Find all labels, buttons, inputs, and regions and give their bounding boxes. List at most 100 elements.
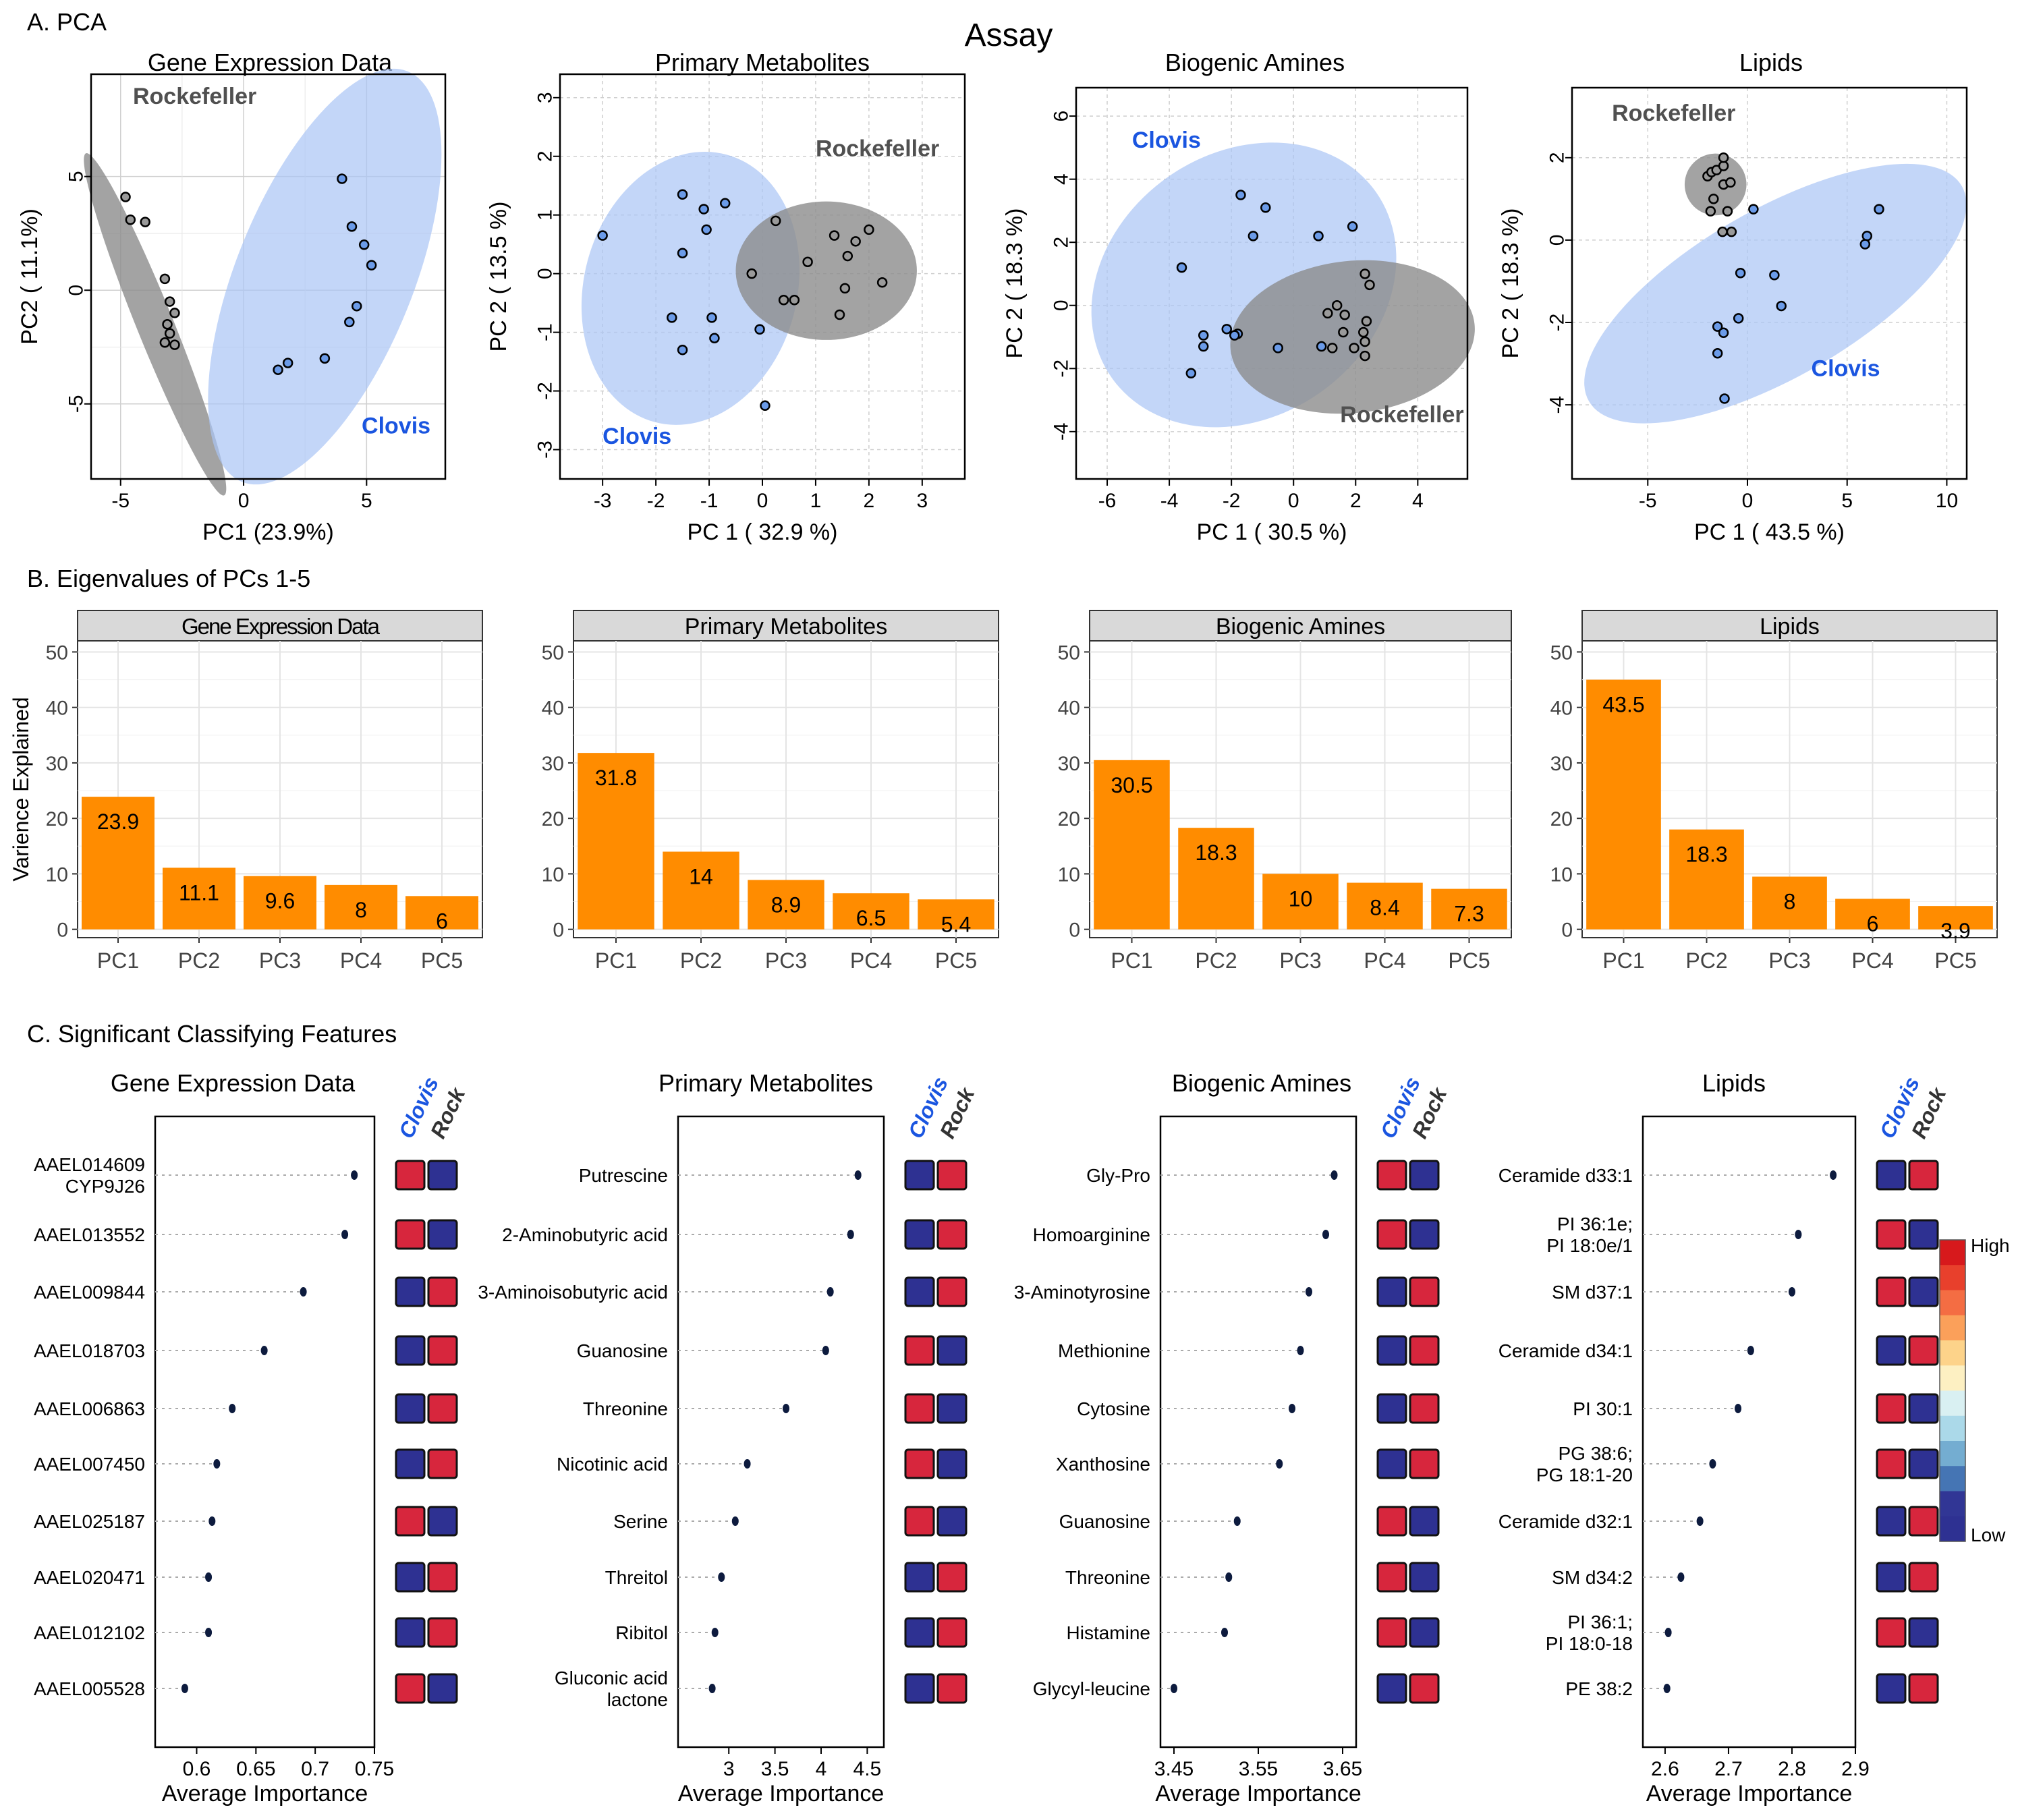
clovis-point [1176,262,1187,273]
y-tick-label: 1 [534,209,557,221]
x-tick-label: -1 [700,490,719,512]
tile-clovis [1376,1160,1407,1191]
eigen-primary-metabolites-chart: Primary Metabolites 31.8 PC1 14 PC2 8.9 PC3 6.5… [542,610,999,973]
x-tick-label: 0 [757,490,768,512]
x-tick-label: 4 [816,1758,827,1780]
x-axis-title: PC 1 ( 30.5 %) [1197,519,1347,545]
bar-pc3 [748,880,824,930]
x-tick-label: PC5 [1934,948,1976,973]
feature-label: PG 38:6; [1558,1443,1633,1464]
bar-pc1 [578,753,654,930]
x-tick-label: 5 [1841,490,1853,512]
legend-swatch [1940,1516,1965,1542]
clovis-point [1718,327,1729,339]
x-tick-label: 3.5 [761,1758,789,1780]
tile-clovis [1876,1617,1907,1648]
feature-label: AAEL014609 [34,1154,145,1175]
clovis-point [1776,300,1787,312]
y-tick-label: 30 [1550,753,1573,775]
bar-pc3 [244,876,316,930]
x-tick-label: PC3 [1768,948,1810,973]
tile-rock [1908,1335,1939,1366]
bar-value-label: 23.9 [97,809,139,834]
y-tick-label: 0 [1546,235,1569,246]
pca-biogenic-amines-plot: Biogenic Amines Clovis Rockefeller -6 -4 -2 0 2… [1002,49,1475,545]
rockefeller-point [159,337,171,348]
bar-value-label: 43.5 [1602,693,1644,717]
x-tick-label: PC4 [340,948,382,973]
clovis-label: Clovis [1812,356,1880,381]
x-tick-label: 3.65 [1323,1758,1362,1780]
rockefeller-point [1361,316,1372,326]
rockefeller-point [1339,310,1350,320]
y-tick-label: 2 [1050,237,1073,248]
x-tick-label: 5 [361,490,372,512]
importance-dot [1709,1459,1716,1469]
facet-strip [1581,610,1998,642]
clovis-point [1198,330,1209,341]
rockefeller-point [770,215,781,227]
feature-title: Primary Metabolites [658,1069,873,1097]
tile-rock [1908,1617,1939,1648]
tile-clovis [395,1562,426,1593]
x-tick-label: PC2 [178,948,220,973]
y-tick-label: -2 [1050,360,1073,378]
x-axis-title: Average Importance [1155,1781,1362,1807]
clovis-point [706,312,717,323]
importance-dot [708,1684,716,1693]
bar-value-label: 11.1 [179,880,219,905]
legend-swatch [1940,1340,1965,1366]
tile-clovis [1376,1506,1407,1537]
clovis-point [1748,204,1759,215]
clovis-point [366,260,377,271]
x-tick-label: PC1 [595,948,637,973]
feature-label: PI 18:0-18 [1546,1633,1633,1654]
tile-clovis [904,1160,935,1191]
rockefeller-label: Rockefeller [133,84,256,109]
bar-pc4 [325,884,397,930]
tile-clovis [1376,1673,1407,1704]
tile-rock [936,1393,968,1424]
rockefeller-point [746,268,757,279]
y-tick-label: -5 [65,395,88,413]
tile-clovis [1376,1393,1407,1424]
bar-value-label: 5.4 [941,912,971,936]
clovis-ellipse [581,151,800,425]
x-tick-label: 0.7 [301,1758,329,1780]
clovis-point [273,364,283,375]
plot-frame [677,1115,885,1748]
x-tick-label: 2 [864,490,875,512]
y-tick-label: 6 [1050,111,1073,122]
legend-swatch [1940,1466,1965,1491]
rockefeller-point [1717,226,1728,237]
pca-title: Lipids [1739,49,1803,76]
tile-rock [936,1673,968,1704]
rockefeller-label: Rockefeller [816,136,939,162]
rockefeller-point [1358,326,1369,338]
tile-clovis [904,1448,935,1479]
tile-clovis [1876,1219,1907,1250]
tile-rock [427,1562,458,1593]
feature-label: Gluconic acid [555,1668,668,1688]
plot-frame [90,73,447,480]
y-tick-label: 20 [1058,808,1080,830]
x-tick-label: 3 [723,1758,735,1780]
section-a-heading: A. PCA [27,8,107,36]
feature-title: Gene Expression Data [111,1069,356,1097]
tile-rock [1409,1617,1440,1648]
tile-clovis [395,1393,426,1424]
importance-dot [208,1516,216,1526]
rockefeller-point [120,192,131,202]
tile-rock [1908,1673,1939,1704]
plot-frame [1075,86,1469,480]
y-tick-label: 30 [542,753,564,775]
pca-title: Gene Expression Data [148,49,393,76]
feature-label: AAEL009844 [34,1282,145,1303]
importance-dot [1788,1287,1795,1297]
clovis-point [709,333,720,344]
x-tick-label: PC4 [850,948,892,973]
tile-rock [427,1160,458,1191]
legend-swatch [1940,1365,1965,1391]
tile-clovis [1876,1673,1907,1704]
